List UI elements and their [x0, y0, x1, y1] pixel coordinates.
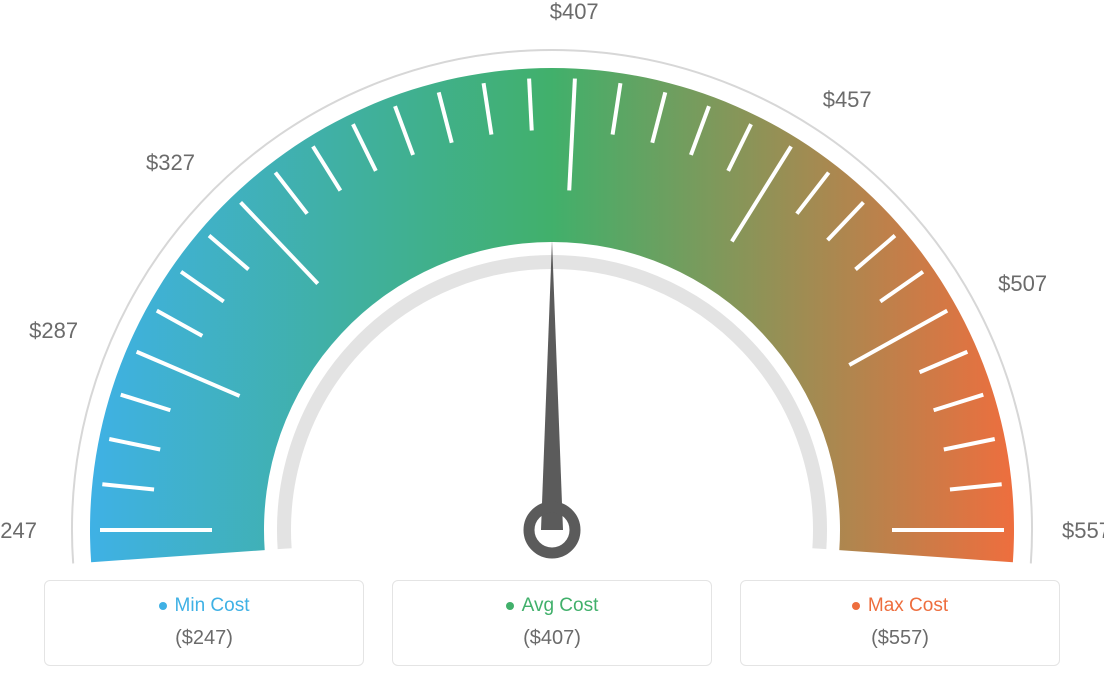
tick-label-407: $407 — [550, 0, 599, 25]
legend-row: Min Cost ($247) Avg Cost ($407) Max Cost… — [0, 580, 1104, 690]
tick-label-247: $247 — [0, 518, 37, 544]
legend-title-min-text: Min Cost — [175, 595, 250, 617]
tick-label-457: $457 — [823, 87, 872, 113]
tick-label-557: $557 — [1062, 518, 1104, 544]
dot-icon-min — [159, 602, 167, 610]
legend-title-avg-text: Avg Cost — [522, 595, 599, 617]
legend-title-max: Max Cost — [852, 595, 948, 617]
tick-label-287: $287 — [29, 318, 78, 344]
dot-icon-max — [852, 602, 860, 610]
legend-card-min: Min Cost ($247) — [44, 580, 364, 666]
legend-title-avg: Avg Cost — [506, 595, 599, 617]
tick-label-327: $327 — [146, 150, 195, 176]
legend-value-max: ($557) — [741, 627, 1059, 650]
legend-card-avg: Avg Cost ($407) — [392, 580, 712, 666]
legend-value-avg: ($407) — [393, 627, 711, 650]
gauge-chart: $247 $287 $327 $407 $457 $507 $557 — [0, 0, 1104, 560]
legend-title-min: Min Cost — [159, 595, 250, 617]
legend-value-min: ($247) — [45, 627, 363, 650]
legend-card-max: Max Cost ($557) — [740, 580, 1060, 666]
gauge-svg — [0, 10, 1104, 570]
legend-title-max-text: Max Cost — [868, 595, 948, 617]
tick-label-507: $507 — [998, 271, 1047, 297]
dot-icon-avg — [506, 602, 514, 610]
